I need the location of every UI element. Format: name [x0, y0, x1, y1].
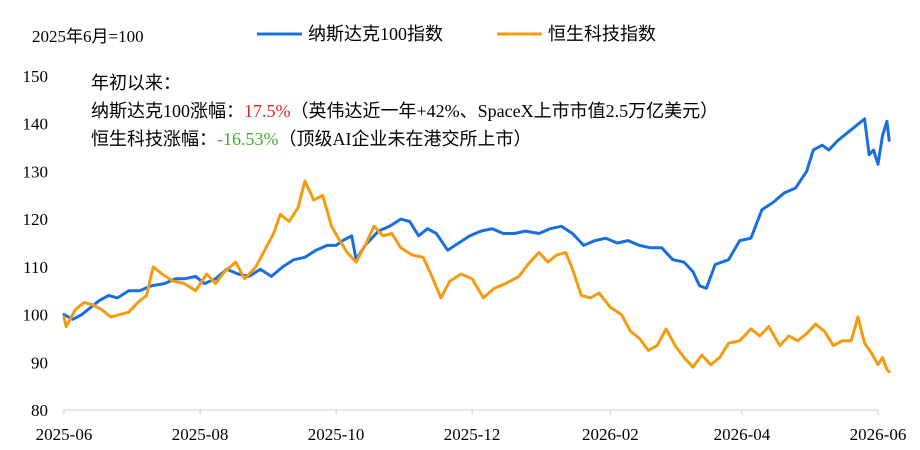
- x-tick-label-2026-04: 2026-04: [714, 425, 771, 444]
- y-tick-label-150: 150: [23, 67, 49, 86]
- legend-label-nasdaq: 纳斯达克100指数: [308, 24, 443, 44]
- index-base-note: 2025年6月=100: [32, 27, 144, 46]
- y-tick-label-130: 130: [23, 162, 49, 181]
- nasdaq-gain-value: 17.5%: [244, 101, 291, 121]
- annotation-line-nasdaq: 纳斯达克100涨幅：17.5%（英伟达近一年+42%、SpaceX上市市值2.5…: [91, 101, 718, 121]
- series-lines: [62, 117, 891, 374]
- x-axis-ticks: 2025-06 2025-08 2025-10 2025-12 2026-02 2026-…: [36, 410, 907, 444]
- annotation-title: 年初以来：: [91, 73, 181, 93]
- x-tick-label-2025-08: 2025-08: [172, 425, 229, 444]
- y-tick-label-100: 100: [23, 306, 49, 325]
- legend-label-hstech: 恒生科技指数: [548, 24, 656, 44]
- y-tick-label-90: 90: [31, 353, 48, 372]
- x-tick-label-2025-06: 2025-06: [36, 425, 93, 444]
- hstech-gain-label: 恒生科技涨幅：: [91, 129, 217, 149]
- x-tick-label-2025-12: 2025-12: [444, 425, 501, 444]
- annotation-line-hstech: 恒生科技涨幅：-16.53%（顶级AI企业未在港交所上市）: [91, 129, 532, 149]
- nasdaq-gain-note: （英伟达近一年+42%、SpaceX上市市值2.5万亿美元）: [291, 101, 719, 121]
- y-tick-label-120: 120: [23, 210, 49, 229]
- y-tick-label-140: 140: [23, 115, 49, 134]
- x-tick-label-2026-06: 2026-06: [850, 425, 907, 444]
- x-tick-label-2026-02: 2026-02: [582, 425, 639, 444]
- nasdaq-gain-label: 纳斯达克100涨幅：: [91, 101, 244, 121]
- y-axis-ticks: 80 90 100 110 120 130 140 150: [23, 67, 49, 420]
- series-line-hstech: [62, 179, 891, 374]
- series-line-nasdaq: [62, 117, 891, 321]
- legend: 纳斯达克100指数 恒生科技指数: [257, 24, 656, 44]
- x-tick-label-2025-10: 2025-10: [308, 425, 365, 444]
- hstech-gain-note: （顶级AI企业未在港交所上市）: [279, 129, 532, 149]
- y-tick-label-80: 80: [31, 401, 48, 420]
- hstech-gain-value: -16.53%: [217, 129, 279, 149]
- y-tick-label-110: 110: [23, 258, 48, 277]
- annotation-box: 年初以来： 纳斯达克100涨幅：17.5%（英伟达近一年+42%、SpaceX上…: [91, 73, 718, 149]
